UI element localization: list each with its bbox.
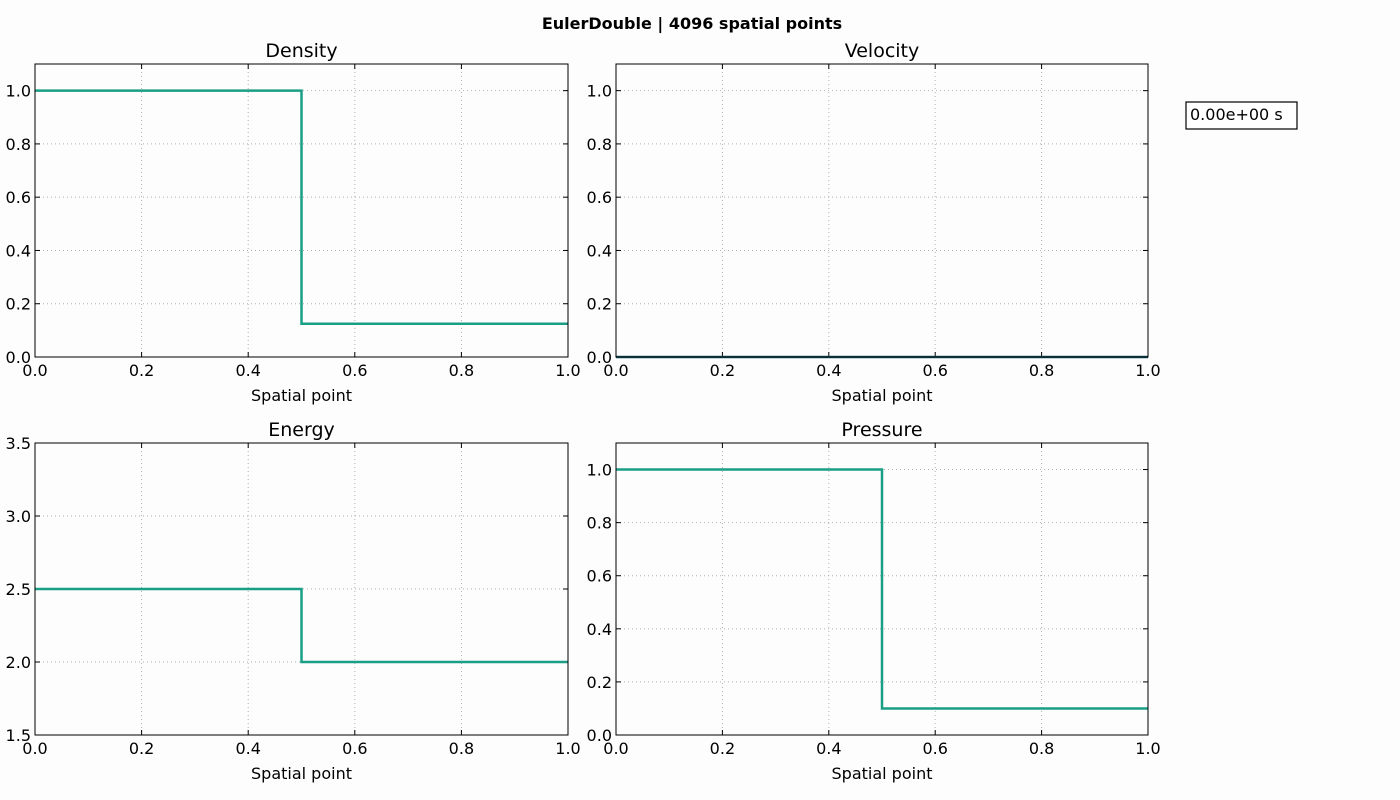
velocity-panel: Velocity 0.0 0.2 0.4 0.6 0.8 1.0 0.0 0.2 0.4 0.6 0.… [587,40,1161,405]
pressure-xtick-label: 1.0 [1135,739,1160,758]
pressure-panel: Pressure 0.0 0.2 0.4 0.6 0.8 1.0 0.0 0.2 0.4 0.6 0.… [587,419,1161,783]
density-ytick-label: 0.6 [6,188,31,207]
density-xtick-label: 0.6 [342,361,367,380]
energy-xtick-label: 0.8 [449,739,474,758]
density-ytick-label: 0.0 [6,348,31,367]
density-xtick-label: 0.4 [235,361,260,380]
velocity-title: Velocity [845,40,920,62]
energy-ytick-label: 2.0 [6,653,31,672]
velocity-ytick-label: 0.6 [587,188,612,207]
velocity-ytick-label: 0.4 [587,241,612,260]
density-title: Density [265,40,337,62]
density-xtick-label: 0.8 [449,361,474,380]
energy-xtick-label: 0.6 [342,739,367,758]
pressure-ytick-label: 0.0 [587,726,612,745]
energy-xtick-label: 0.2 [129,739,154,758]
figure-title: EulerDouble | 4096 spatial points [542,14,842,34]
energy-ytick-label: 2.5 [6,580,31,599]
time-indicator: 0.00e+00 s [1185,101,1298,130]
pressure-xtick-label: 0.8 [1029,739,1054,758]
energy-panel: Energy 0.0 0.2 0.4 0.6 0.8 1.0 1.5 2.0 2.5 3.0 3.5 S… [6,419,581,783]
pressure-xtick-label: 0.0 [603,739,628,758]
energy-xtick-label: 0.4 [235,739,260,758]
velocity-xtick-label: 0.2 [710,361,735,380]
density-ytick-label: 0.8 [6,135,31,154]
pressure-axes-frame [615,442,1149,736]
density-ytick-label: 0.2 [6,295,31,314]
pressure-xlabel: Spatial point [832,764,933,783]
velocity-xtick-label: 1.0 [1135,361,1160,380]
density-axes-frame [34,63,569,358]
density-xtick-label: 0.2 [129,361,154,380]
density-xlabel: Spatial point [251,386,352,405]
pressure-ytick-label: 0.6 [587,567,612,586]
energy-series-line [35,587,568,664]
energy-ytick-label: 3.5 [6,434,31,453]
pressure-title: Pressure [841,419,922,441]
energy-xtick-label: 1.0 [555,739,580,758]
velocity-xtick-label: 0.8 [1029,361,1054,380]
density-xtick-label: 1.0 [555,361,580,380]
velocity-xtick-label: 0.6 [922,361,947,380]
velocity-ytick-label: 1.0 [587,82,612,101]
velocity-ytick-label: 0.0 [587,348,612,367]
pressure-series-line [616,468,1148,710]
energy-axes-frame [34,442,569,736]
pressure-ytick-label: 0.2 [587,673,612,692]
density-series-line [35,89,568,325]
pressure-ytick-label: 0.4 [587,620,612,639]
velocity-ytick-label: 0.8 [587,135,612,154]
time-indicator-box [1185,101,1298,130]
velocity-axes-frame [615,63,1149,358]
velocity-xtick-label: 0.0 [603,361,628,380]
pressure-xtick-label: 0.6 [922,739,947,758]
velocity-ytick-label: 0.2 [587,295,612,314]
energy-ytick-label: 1.5 [6,726,31,745]
density-ytick-label: 1.0 [6,82,31,101]
energy-xlabel: Spatial point [251,764,352,783]
pressure-ytick-label: 0.8 [587,514,612,533]
energy-title: Energy [268,419,335,441]
energy-xtick-label: 0.0 [22,739,47,758]
pressure-xtick-label: 0.2 [710,739,735,758]
density-panel: Density 0.0 0.2 0.4 0.6 0.8 1.0 0.0 0.2 0.4 0.6 0.8… [6,40,581,405]
energy-ytick-label: 3.0 [6,507,31,526]
pressure-ytick-label: 1.0 [587,461,612,480]
velocity-xlabel: Spatial point [832,386,933,405]
time-indicator-label: 0.00e+00 s [1190,105,1283,124]
pressure-xtick-label: 0.4 [816,739,841,758]
density-xtick-label: 0.0 [22,361,47,380]
velocity-xtick-label: 0.4 [816,361,841,380]
density-ytick-label: 0.4 [6,241,31,260]
